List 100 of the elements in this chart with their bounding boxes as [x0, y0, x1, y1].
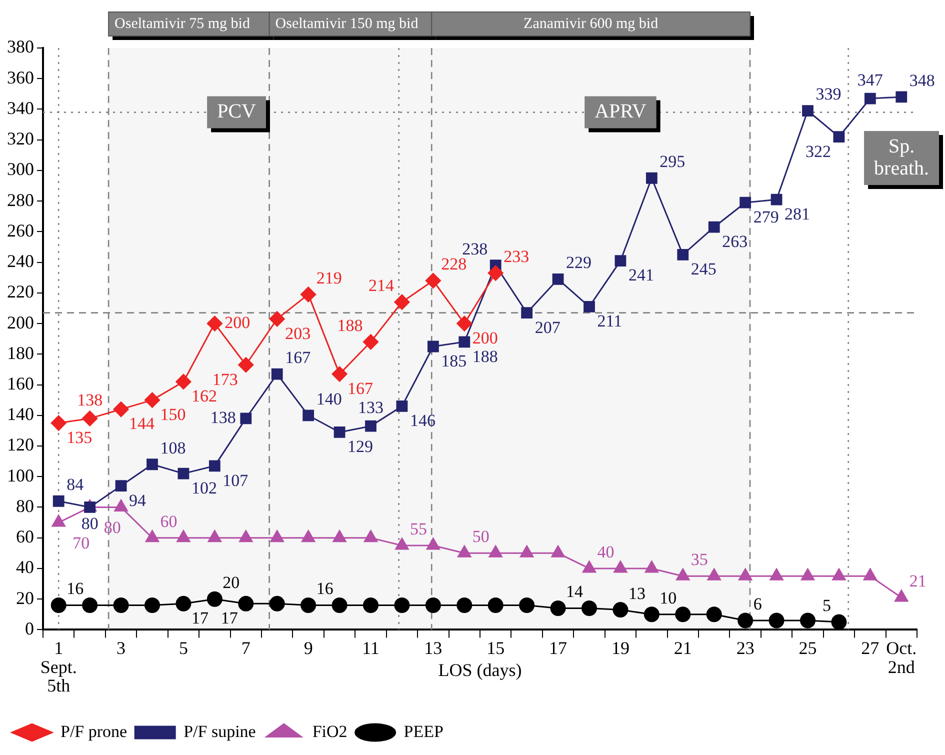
point — [831, 614, 847, 630]
point — [394, 597, 410, 613]
point — [863, 568, 877, 580]
data-label: 135 — [66, 428, 92, 448]
x-tick-label: Oct. 2nd — [886, 638, 917, 677]
data-label: 200 — [472, 328, 498, 348]
point — [145, 530, 160, 542]
point — [708, 221, 720, 233]
point — [675, 606, 691, 622]
data-label: 60 — [160, 512, 178, 531]
y-tick-label: 60 — [16, 526, 34, 547]
data-label: 245 — [690, 260, 716, 279]
point — [864, 92, 876, 104]
band-label: Zanamivir 600 mg bid — [524, 16, 659, 32]
y-tick-label: 280 — [7, 190, 34, 210]
data-label: 94 — [129, 490, 147, 510]
data-label: 263 — [722, 232, 748, 252]
data-label: 5 — [822, 596, 831, 616]
legend-label: P/F supine — [184, 722, 256, 741]
y-tick-label: 320 — [7, 128, 34, 149]
point — [552, 273, 564, 285]
point — [332, 530, 346, 542]
x-tick-label: 19 — [611, 638, 630, 658]
data-label: 80 — [104, 518, 121, 538]
x-tick-label: 7 — [241, 638, 250, 658]
annotation: PCV — [217, 100, 257, 123]
point — [113, 402, 129, 418]
x-tick-label: 5 — [178, 638, 188, 658]
point — [770, 568, 784, 580]
x-tick-label: 3 — [116, 638, 126, 658]
point — [334, 426, 346, 438]
point — [365, 420, 376, 432]
y-tick-label: 240 — [7, 251, 34, 272]
data-label: 219 — [316, 268, 342, 288]
data-label: 173 — [212, 370, 238, 389]
legend-label: FiO2 — [312, 722, 348, 741]
point — [425, 272, 441, 288]
point — [396, 400, 408, 412]
y-tick-label: 200 — [7, 312, 34, 332]
point — [82, 410, 98, 426]
data-label: 129 — [348, 437, 374, 456]
data-label: 188 — [337, 316, 363, 335]
point — [550, 600, 566, 616]
point — [519, 597, 535, 613]
y-tick-label: 100 — [7, 465, 34, 486]
point — [894, 590, 908, 602]
point — [364, 530, 378, 542]
y-tick-label: 300 — [7, 159, 34, 180]
data-label: 133 — [358, 398, 384, 418]
point — [52, 514, 66, 527]
point — [677, 248, 689, 260]
data-label: 108 — [160, 438, 186, 458]
point — [802, 105, 814, 116]
point — [300, 597, 316, 613]
data-label: 6 — [753, 594, 762, 614]
point — [427, 340, 439, 352]
y-tick-label: 340 — [7, 98, 34, 118]
y-tick-label: 40 — [16, 557, 34, 578]
point — [146, 458, 158, 470]
point — [488, 265, 504, 281]
data-label: 102 — [191, 478, 217, 498]
data-label: 40 — [597, 542, 614, 562]
point — [52, 495, 64, 507]
point — [302, 530, 316, 542]
point — [832, 568, 846, 580]
point — [521, 307, 533, 319]
y-tick-label: 120 — [7, 434, 34, 455]
point — [395, 538, 409, 550]
point — [270, 530, 284, 542]
point — [676, 568, 690, 580]
annotation: Sp. breath. — [874, 135, 930, 180]
data-label: 50 — [472, 527, 490, 546]
x-tick-label: 27 — [861, 638, 880, 658]
point — [82, 597, 98, 613]
point — [458, 336, 470, 348]
point — [239, 530, 253, 542]
data-label: 17 — [191, 608, 209, 628]
data-label: 200 — [224, 313, 250, 332]
data-label: 281 — [784, 204, 810, 224]
point — [50, 597, 66, 613]
x-tick-label: 17 — [549, 638, 568, 658]
data-label: 35 — [690, 550, 708, 570]
data-label: 138 — [210, 408, 236, 427]
point — [833, 131, 845, 142]
y-tick-label: 160 — [7, 374, 34, 394]
point — [738, 612, 754, 628]
point — [707, 568, 721, 580]
y-tick-label: 220 — [7, 282, 34, 302]
x-tick-label: 11 — [362, 638, 380, 658]
data-label: 13 — [628, 584, 646, 603]
point — [84, 502, 96, 513]
point — [240, 412, 252, 424]
point — [113, 597, 129, 613]
data-label: 80 — [81, 514, 98, 534]
point — [206, 591, 222, 607]
point — [706, 606, 722, 622]
point — [768, 612, 784, 628]
data-label: 348 — [909, 70, 935, 90]
data-label: 214 — [368, 276, 394, 296]
data-label: 233 — [504, 246, 530, 266]
